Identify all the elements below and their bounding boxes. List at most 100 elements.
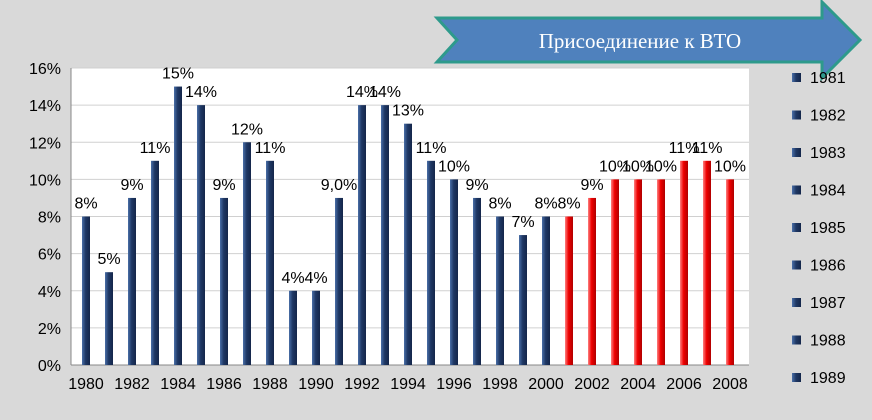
bar — [289, 290, 297, 365]
x-tick-labels: 1980 1982 1984 1986 1988 1990 1992 1994 1996 1998… — [68, 376, 748, 393]
bar — [450, 179, 458, 365]
bar — [680, 160, 688, 365]
x-tick-label: 1990 — [298, 376, 334, 393]
legend-label: 1982 — [810, 108, 846, 125]
x-tick-label: 1984 — [160, 376, 196, 393]
data-label: 14% — [346, 84, 378, 101]
data-label: 7% — [511, 214, 534, 231]
bar — [381, 105, 389, 365]
x-tick-label: 2000 — [528, 376, 564, 393]
legend-swatch — [792, 185, 801, 195]
legend-swatch — [792, 148, 801, 157]
data-label: 9,0% — [321, 177, 357, 194]
legend-label: 1989 — [810, 370, 846, 387]
bar — [151, 160, 159, 365]
data-label: 10% — [622, 158, 654, 175]
legend-label: 1985 — [810, 220, 846, 237]
legend-swatch — [792, 73, 801, 82]
bar — [174, 86, 182, 365]
x-tick-label: 1994 — [390, 376, 426, 393]
bar — [496, 216, 504, 365]
bar — [427, 160, 435, 365]
bar — [634, 179, 642, 365]
bar — [358, 105, 366, 365]
banner-arrow — [433, 0, 863, 82]
bar — [197, 105, 205, 365]
x-tick-label: 1988 — [252, 376, 288, 393]
data-label: 12% — [231, 121, 263, 138]
bar — [542, 216, 550, 365]
bar — [726, 179, 734, 365]
data-label: 10% — [714, 158, 746, 175]
legend-swatch — [792, 110, 801, 120]
y-tick-label: 10% — [29, 172, 61, 189]
y-tick-label: 4% — [38, 284, 61, 301]
legend: 1981 1982 1983 1984 1985 1986 1987 1988 1989 — [792, 70, 846, 387]
bar — [519, 235, 527, 365]
legend-swatch — [792, 373, 801, 382]
data-label: 11% — [416, 140, 447, 157]
x-tick-label: 1982 — [114, 376, 150, 393]
bar — [611, 179, 619, 365]
legend-label: 1981 — [810, 70, 846, 87]
banner-label: Присоединение к ВТО — [539, 29, 741, 53]
bars — [82, 86, 734, 365]
legend-swatch — [792, 298, 801, 307]
bar — [703, 160, 711, 365]
x-tick-label: 1980 — [68, 376, 104, 393]
y-tick-label: 2% — [38, 321, 61, 338]
bar — [588, 197, 596, 365]
x-tick-label: 1986 — [206, 376, 242, 393]
bar — [404, 123, 412, 365]
data-label: 10% — [599, 158, 631, 175]
data-label: 13% — [392, 103, 424, 120]
bar — [220, 197, 228, 365]
bar — [335, 197, 343, 365]
data-label: 5% — [97, 251, 120, 268]
data-label: 9% — [120, 177, 143, 194]
y-tick-label: 12% — [29, 135, 61, 152]
legend-swatch — [792, 223, 801, 232]
data-label: 11% — [669, 140, 700, 157]
data-label: 4% — [304, 270, 327, 287]
y-tick-labels: 0% 2% 4% 6% 8% 10% 12% 14% 16% — [29, 61, 61, 375]
data-label: 10% — [438, 158, 470, 175]
legend-label: 1987 — [810, 295, 846, 312]
data-label: 8% — [488, 196, 511, 213]
bar — [243, 142, 251, 365]
y-tick-label: 14% — [29, 98, 61, 115]
x-tick-label: 1996 — [436, 376, 472, 393]
bar — [312, 290, 320, 365]
y-tick-label: 8% — [38, 210, 61, 227]
data-label: 11% — [140, 140, 171, 157]
bar — [105, 272, 113, 365]
data-label: 11% — [255, 140, 286, 157]
bar — [128, 197, 136, 365]
data-label: 10% — [645, 158, 677, 175]
x-tick-label: 2008 — [712, 376, 748, 393]
data-label: 8% — [534, 196, 557, 213]
data-label: 14% — [185, 84, 217, 101]
data-label: 15% — [162, 66, 194, 83]
bar — [82, 216, 90, 365]
x-tick-label: 2006 — [666, 376, 702, 393]
bar — [473, 197, 481, 365]
y-tick-label: 0% — [38, 358, 61, 375]
x-tick-label: 1992 — [344, 376, 380, 393]
x-tick-label: 2004 — [620, 376, 656, 393]
y-tick-label: 6% — [38, 247, 61, 264]
legend-swatch — [792, 260, 801, 270]
data-label: 9% — [465, 177, 488, 194]
bar — [266, 160, 274, 365]
x-tick-label: 1998 — [482, 376, 518, 393]
bar — [565, 216, 573, 365]
y-tick-label: 16% — [29, 61, 61, 78]
legend-label: 1986 — [810, 258, 846, 275]
legend-label: 1984 — [810, 183, 846, 200]
legend-label: 1988 — [810, 333, 846, 350]
data-label: 8% — [557, 196, 580, 213]
data-labels: 8%5%9%11%15%14%9%12%11%4% 4%9,0%14%14%13%… — [74, 66, 746, 287]
data-label: 4% — [281, 270, 304, 287]
data-label: 14% — [369, 84, 401, 101]
